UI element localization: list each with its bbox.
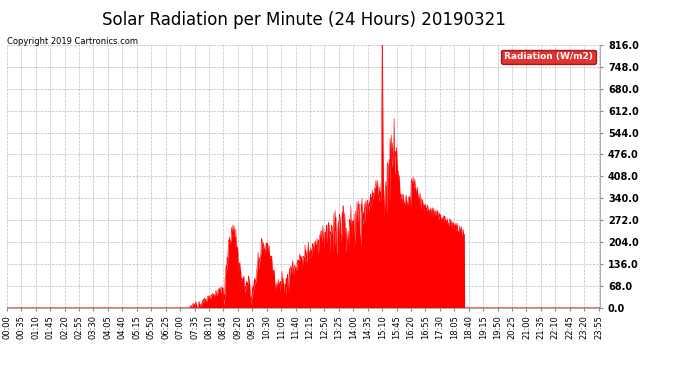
Text: Solar Radiation per Minute (24 Hours) 20190321: Solar Radiation per Minute (24 Hours) 20… xyxy=(101,11,506,29)
Text: Copyright 2019 Cartronics.com: Copyright 2019 Cartronics.com xyxy=(7,38,138,46)
Legend: Radiation (W/m2): Radiation (W/m2) xyxy=(502,50,595,64)
